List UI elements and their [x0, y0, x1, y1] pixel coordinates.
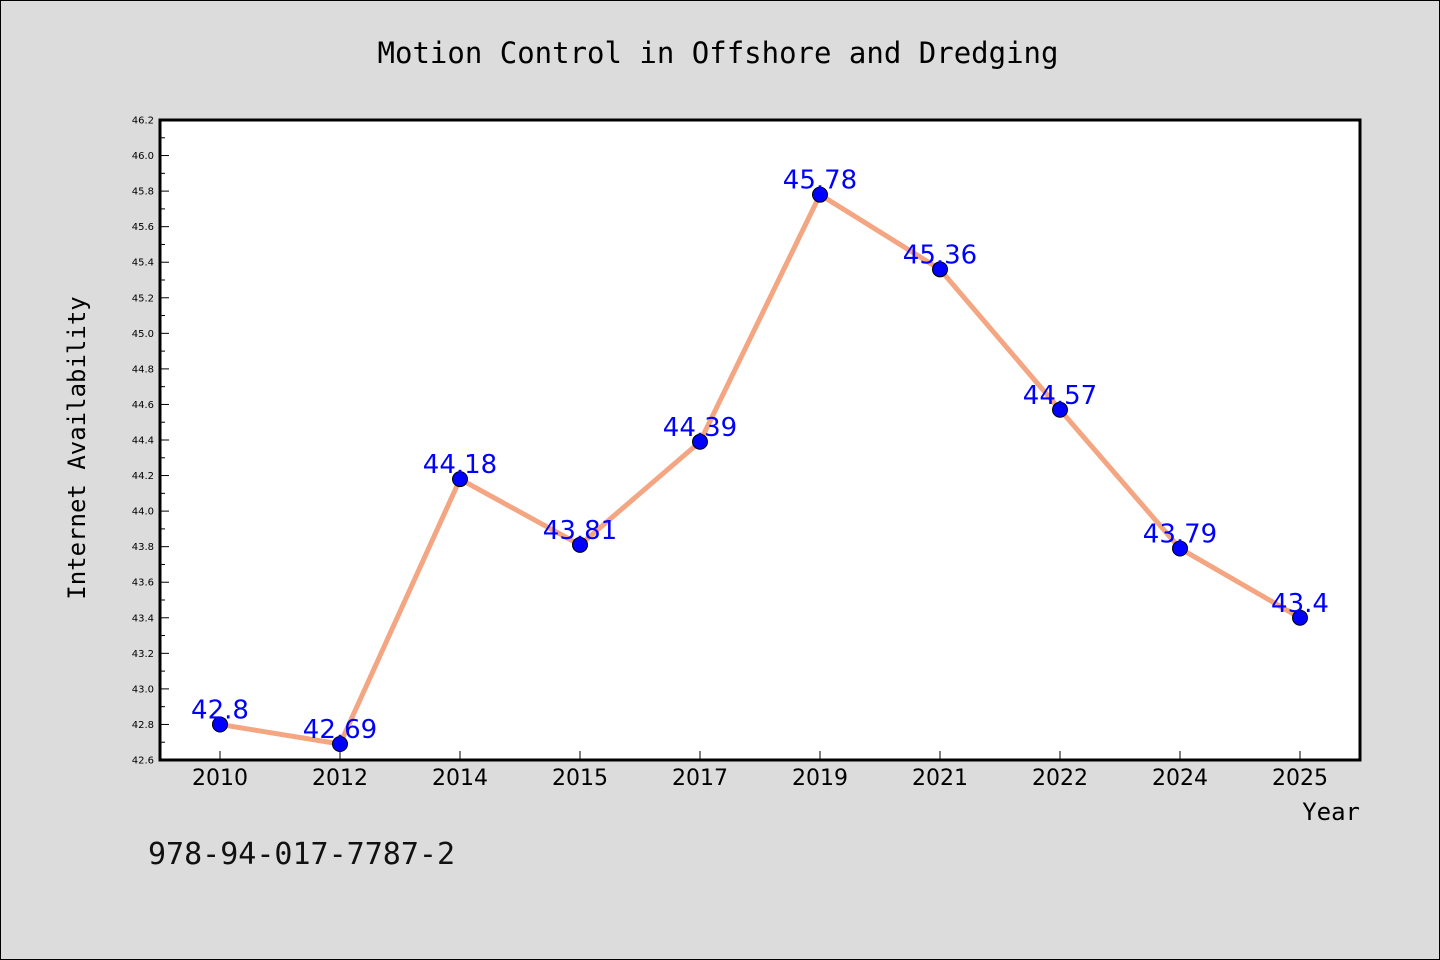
- footer-identifier: 978-94-017-7787-2: [148, 837, 455, 872]
- x-tick-label: 2022: [1032, 766, 1088, 791]
- x-tick-label: 2015: [552, 766, 608, 791]
- y-tick-label: 43.8: [132, 542, 154, 553]
- chart-title: Motion Control in Offshore and Dredging: [378, 36, 1059, 70]
- x-tick-label: 2017: [672, 766, 728, 791]
- x-tick-label: 2012: [312, 766, 368, 791]
- x-axis-label: Year: [1302, 798, 1360, 826]
- x-axis: 2010 2012 2014 2015 2017 2019 2021 2022 2024 2025: [192, 751, 1328, 791]
- data-point: [1052, 401, 1068, 418]
- x-tick-label: 2019: [792, 766, 848, 791]
- y-tick-label: 42.8: [132, 720, 154, 731]
- data-label: 44.18: [423, 450, 497, 480]
- y-tick-label: 45.4: [132, 258, 154, 269]
- x-tick-label: 2021: [912, 766, 968, 791]
- y-axis: 42.6 42.8 43.0 43.2 43.4 43.6 43.8 44.0 44.2 44.4…: [132, 116, 169, 767]
- y-tick-label: 44.2: [132, 471, 154, 482]
- x-tick-label: 2010: [192, 766, 248, 791]
- y-tick-label: 45.2: [132, 293, 154, 304]
- data-label: 43.81: [543, 516, 617, 546]
- data-label: 42.8: [191, 695, 249, 725]
- data-point: [452, 471, 468, 488]
- y-tick-label: 46.0: [132, 151, 154, 162]
- y-tick-label: 44.4: [132, 436, 154, 447]
- y-tick-label: 44.0: [132, 507, 154, 518]
- data-markers: [212, 186, 1308, 752]
- y-axis-label: Internet Availability: [63, 296, 91, 599]
- x-tick-label: 2024: [1152, 766, 1208, 791]
- y-tick-label: 44.6: [132, 400, 154, 411]
- data-label: 42.69: [303, 715, 377, 745]
- plot-area: [158, 118, 1362, 762]
- x-tick-label: 2014: [432, 766, 488, 791]
- data-point: [692, 433, 708, 450]
- series-line: [217, 192, 1303, 747]
- y-tick-label: 44.8: [132, 364, 154, 375]
- y-tick-label: 43.0: [132, 684, 154, 695]
- y-tick-label: 45.0: [132, 329, 154, 340]
- data-label: 45.78: [783, 166, 857, 196]
- x-tick-label: 2025: [1272, 766, 1328, 791]
- y-tick-label: 46.2: [132, 116, 154, 127]
- y-tick-label: 43.2: [132, 649, 154, 660]
- data-point: [812, 186, 828, 203]
- data-label: 44.57: [1023, 381, 1097, 411]
- data-labels: 42.8 42.69 44.18 43.81 44.39 45.78 45.36 44.57 4…: [191, 166, 1329, 745]
- data-point: [332, 736, 348, 752]
- data-label: 45.36: [903, 240, 977, 270]
- y-tick-label: 43.4: [132, 613, 154, 624]
- data-point: [572, 536, 588, 553]
- y-tick-label: 45.6: [132, 222, 154, 233]
- y-tick-label: 42.6: [132, 756, 154, 767]
- y-tick-label: 45.8: [132, 187, 154, 198]
- data-point: [212, 716, 228, 733]
- data-point: [1292, 609, 1308, 626]
- data-label: 43.4: [1271, 589, 1329, 619]
- data-point: [932, 261, 948, 278]
- data-point: [1172, 540, 1188, 557]
- data-label: 44.39: [663, 413, 737, 443]
- data-label: 43.79: [1143, 519, 1217, 549]
- y-tick-label: 43.6: [132, 578, 154, 589]
